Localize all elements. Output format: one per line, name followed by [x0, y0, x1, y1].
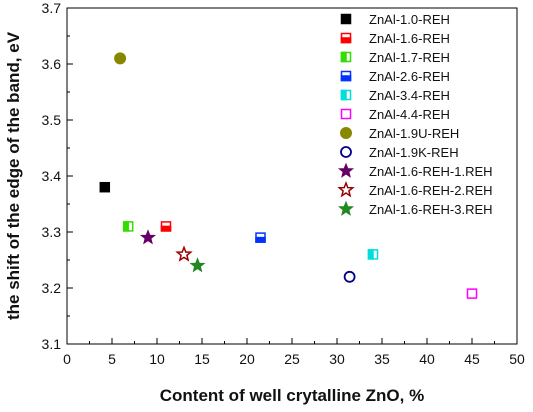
x-tick-label: 50: [509, 351, 525, 367]
legend-label: ZnAl-1.9K-REH: [369, 145, 459, 160]
data-point-part: [114, 52, 127, 65]
legend-marker: [337, 200, 355, 216]
data-point: [466, 288, 478, 299]
data-point-part: [160, 225, 172, 232]
data-point-part: [343, 270, 356, 283]
data-points: [99, 52, 478, 299]
legend-item: ZnAl-1.9U-REH: [340, 126, 459, 141]
x-tick-label: 45: [464, 351, 480, 367]
legend-label: ZnAl-1.6-REH-3.REH: [369, 202, 493, 217]
legend-label: ZnAl-1.7-REH: [369, 50, 450, 65]
data-point: [160, 221, 172, 232]
legend-label: ZnAl-2.6-REH: [369, 69, 450, 84]
legend-label: ZnAl-1.6-REH: [369, 31, 450, 46]
x-axis-label: Content of well crytalline ZnO, %: [160, 386, 424, 405]
legend-item: ZnAl-1.9K-REH: [340, 145, 459, 160]
y-tick-label: 3.6: [42, 56, 62, 72]
legend-label: ZnAl-3.4-REH: [369, 88, 450, 103]
legend-item: ZnAl-1.0-REH: [340, 12, 450, 27]
data-point-part: [122, 221, 129, 232]
data-point-part: [466, 288, 478, 299]
legend-item: ZnAl-1.6-REH: [340, 31, 450, 46]
legend-item: ZnAl-1.6-REH-3.REH: [337, 200, 493, 217]
legend-marker: [340, 146, 352, 158]
y-axis-label: the shift of the edge of the band, eV: [4, 31, 23, 320]
legend-marker-part: [340, 13, 352, 25]
legend-marker-part: [340, 51, 347, 63]
legend-marker-part: [340, 127, 352, 139]
data-point: [343, 270, 356, 283]
legend-marker-part: [340, 89, 347, 101]
x-tick-label: 35: [374, 351, 390, 367]
legend-marker: [337, 180, 355, 198]
data-point-part: [255, 236, 266, 243]
legend-item: ZnAl-1.6-REH-2.REH: [337, 180, 493, 198]
legend-marker: [340, 51, 352, 63]
x-tick-label: 20: [239, 351, 255, 367]
legend-item: ZnAl-3.4-REH: [340, 88, 450, 103]
x-tick-label: 10: [149, 351, 165, 367]
y-tick-label: 3.7: [42, 0, 62, 16]
legend-marker-part: [340, 75, 352, 82]
x-tick-label: 30: [329, 351, 345, 367]
legend-item: ZnAl-4.4-REH: [340, 107, 450, 122]
data-point-part: [367, 249, 374, 260]
x-tick-label: 5: [108, 351, 116, 367]
legend-label: ZnAl-1.6-REH-2.REH: [369, 183, 493, 198]
data-point-part: [139, 229, 157, 245]
legend-item: ZnAl-1.7-REH: [340, 50, 450, 65]
data-point: [189, 257, 206, 273]
x-tick-label: 40: [419, 351, 435, 367]
data-point: [99, 181, 111, 193]
legend-marker-part: [337, 200, 355, 216]
legend-marker-part: [340, 37, 352, 44]
legend-marker-part: [340, 146, 352, 158]
legend-marker: [340, 127, 352, 139]
x-axis-ticks: 0 5 10 15 20 25 30 35 40 45 50: [63, 338, 525, 367]
legend-label: ZnAl-1.6-REH-1.REH: [369, 164, 493, 179]
data-point: [122, 221, 134, 232]
legend-item: ZnAl-1.6-REH-1.REH: [337, 162, 493, 179]
legend-label: ZnAl-4.4-REH: [369, 107, 450, 122]
y-axis-ticks: 3.1 3.2 3.3 3.4 3.5 3.6 3.7: [42, 0, 73, 352]
x-tick-label: 25: [284, 351, 300, 367]
data-point: [255, 232, 266, 243]
legend-marker-part: [340, 108, 352, 120]
data-point: [175, 245, 193, 262]
data-point-part: [99, 181, 111, 193]
legend-marker: [340, 13, 352, 25]
legend-marker: [337, 162, 355, 178]
y-tick-label: 3.2: [42, 280, 62, 296]
data-point: [139, 229, 157, 245]
legend-marker-part: [337, 180, 355, 198]
legend-marker: [340, 70, 352, 82]
data-point: [367, 249, 379, 260]
legend-marker: [340, 108, 352, 120]
data-point: [114, 52, 127, 65]
data-point-part: [175, 245, 193, 262]
legend-marker: [340, 89, 352, 101]
legend: ZnAl-1.0-REH ZnAl-1.6-REH ZnAl-1.7-REH ZnAl…: [337, 12, 493, 217]
legend-label: ZnAl-1.0-REH: [369, 12, 450, 27]
data-point-part: [189, 257, 206, 273]
legend-label: ZnAl-1.9U-REH: [369, 126, 459, 141]
y-tick-label: 3.3: [42, 224, 62, 240]
y-tick-label: 3.5: [42, 112, 62, 128]
x-tick-label: 15: [194, 351, 210, 367]
legend-marker-part: [337, 162, 355, 178]
legend-item: ZnAl-2.6-REH: [340, 69, 450, 84]
legend-marker: [340, 32, 352, 44]
y-tick-label: 3.4: [42, 168, 62, 184]
y-tick-label: 3.1: [42, 336, 62, 352]
x-tick-label: 0: [63, 351, 71, 367]
